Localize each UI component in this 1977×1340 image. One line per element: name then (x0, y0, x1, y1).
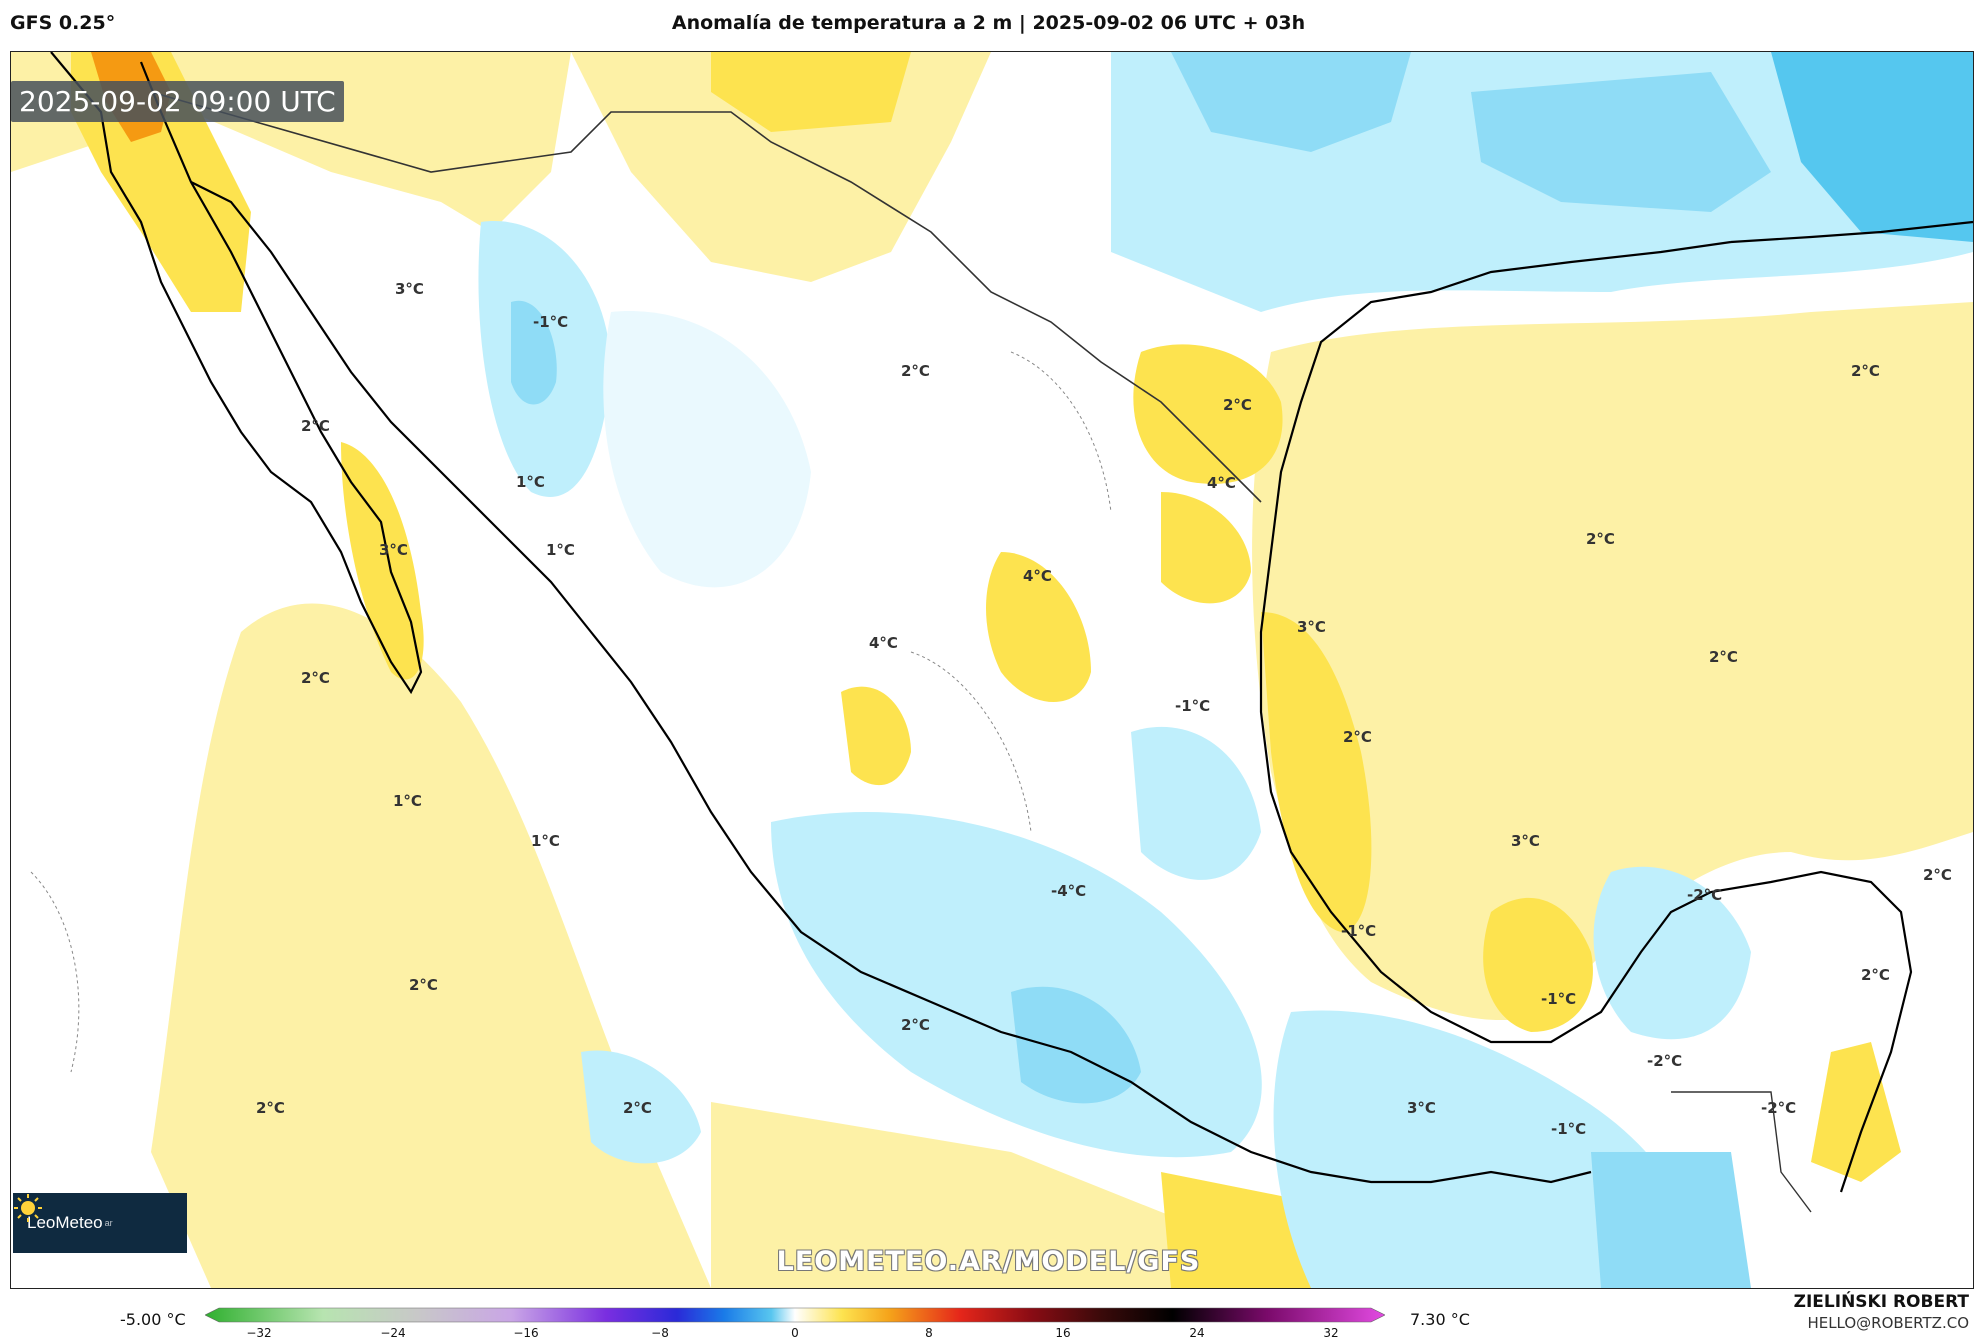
header: GFS 0.25° Anomalía de temperatura a 2 m … (0, 0, 1977, 50)
contour-label: 3°C (379, 541, 408, 559)
cold-region (1131, 726, 1261, 880)
contour-label: 2°C (1923, 866, 1952, 884)
contour-label: 4°C (1207, 474, 1236, 492)
cold-region (1011, 986, 1141, 1104)
baja-coastline (50, 52, 423, 695)
warm-region (1811, 1042, 1901, 1182)
contour-label: 3°C (395, 280, 424, 298)
map-title: Anomalía de temperatura a 2 m | 2025-09-… (671, 12, 1306, 34)
warm-region (841, 686, 911, 786)
colorbar-tick: −24 (380, 1326, 406, 1340)
cold-region (1171, 52, 1411, 152)
cold-region (511, 300, 557, 405)
colorbar-max-label: 7.30 °C (1410, 1310, 1470, 1329)
footer: -5.00 °C − (0, 1290, 1977, 1340)
contour-label: -1°C (1175, 697, 1211, 715)
cold-region (1273, 1010, 1687, 1288)
contour-label: 2°C (1851, 362, 1880, 380)
colorbar-tick: −8 (651, 1326, 669, 1340)
contour-label: 2°C (1861, 966, 1890, 984)
colorbar-tick: 16 (1055, 1326, 1071, 1340)
contour-label: 2°C (623, 1099, 652, 1117)
contour-label: -4°C (1051, 882, 1087, 900)
warm-region (1483, 897, 1593, 1032)
colorbar-min-label: -5.00 °C (120, 1310, 186, 1329)
cold-region (1771, 52, 1973, 242)
us-gulf-coastline (1730, 220, 1973, 244)
contour-line (910, 651, 1032, 833)
contour-label: -1°C (1551, 1120, 1587, 1138)
contour-label: 1°C (393, 792, 422, 810)
logo-suffix: ar (104, 1218, 113, 1228)
contour-line (30, 871, 80, 1073)
contour-label: -1°C (533, 313, 569, 331)
contour-label: 3°C (1297, 618, 1326, 636)
colorbar-tick: 32 (1323, 1326, 1339, 1340)
us-mexico-border (150, 91, 1262, 503)
warm-region (711, 52, 911, 132)
contour-label: 2°C (1586, 530, 1615, 548)
contour-label: 2°C (901, 1016, 930, 1034)
cold-region (581, 1050, 701, 1164)
warm-region (1133, 344, 1283, 484)
leometeo-logo: LeoMeteo ar (13, 1193, 187, 1253)
colorbar (205, 1307, 1385, 1323)
contour-label: -2°C (1761, 1099, 1797, 1117)
contour-label: 1°C (516, 473, 545, 491)
colorbar-tick: 0 (791, 1326, 799, 1340)
map-panel[interactable]: 2025-09-02 09:00 UTC 3°C -1°C 2°C 2°C 2°… (10, 51, 1974, 1289)
contour-label: 2°C (301, 417, 330, 435)
warm-region (1261, 612, 1372, 932)
contour-label: 2°C (1709, 648, 1738, 666)
contour-label: 1°C (531, 832, 560, 850)
contour-line (1010, 351, 1112, 513)
source-watermark: LEOMETEO.AR/MODEL/GFS (776, 1246, 1201, 1277)
contour-label: -1°C (1341, 922, 1377, 940)
logo-text: LeoMeteo (27, 1213, 103, 1232)
colorbar-tick: 24 (1189, 1326, 1205, 1340)
pacific-coastline (190, 181, 1592, 1184)
model-label: GFS 0.25° (10, 12, 116, 34)
author-name: ZIELIŃSKI ROBERT (1793, 1292, 1969, 1312)
cold-region (603, 311, 811, 588)
warm-region (986, 552, 1091, 702)
contour-label: 2°C (256, 1099, 285, 1117)
contour-label: 2°C (301, 669, 330, 687)
valid-time-badge: 2025-09-02 09:00 UTC (11, 81, 344, 122)
colorbar-tick: −32 (246, 1326, 272, 1340)
guatemala-border (1671, 1091, 1812, 1213)
contour-label: -2°C (1687, 886, 1723, 904)
contour-label: 2°C (1343, 728, 1372, 746)
contour-label: 2°C (1223, 396, 1252, 414)
contour-label: 3°C (1511, 832, 1540, 850)
warm-region (151, 603, 711, 1288)
author-contact: HELLO@ROBERTZ.CO (1807, 1314, 1969, 1332)
cold-region (1471, 72, 1771, 212)
warm-region (1161, 492, 1251, 604)
contour-label: -2°C (1647, 1052, 1683, 1070)
cold-region (1593, 866, 1751, 1040)
contour-label: 4°C (869, 634, 898, 652)
contour-label: -1°C (1541, 990, 1577, 1008)
colorbar-tick: −16 (513, 1326, 539, 1340)
sun-icon (14, 1194, 42, 1222)
warm-region (341, 442, 424, 680)
gulf-coastline (1259, 240, 1913, 1193)
warm-region (1252, 302, 1973, 1021)
contour-label: 3°C (1407, 1099, 1436, 1117)
colorbar-tick: 8 (925, 1326, 933, 1340)
contour-label: 2°C (901, 362, 930, 380)
contour-label: 1°C (546, 541, 575, 559)
cold-region (1591, 1152, 1751, 1288)
contour-label: 2°C (409, 976, 438, 994)
contour-label: 4°C (1023, 567, 1052, 585)
